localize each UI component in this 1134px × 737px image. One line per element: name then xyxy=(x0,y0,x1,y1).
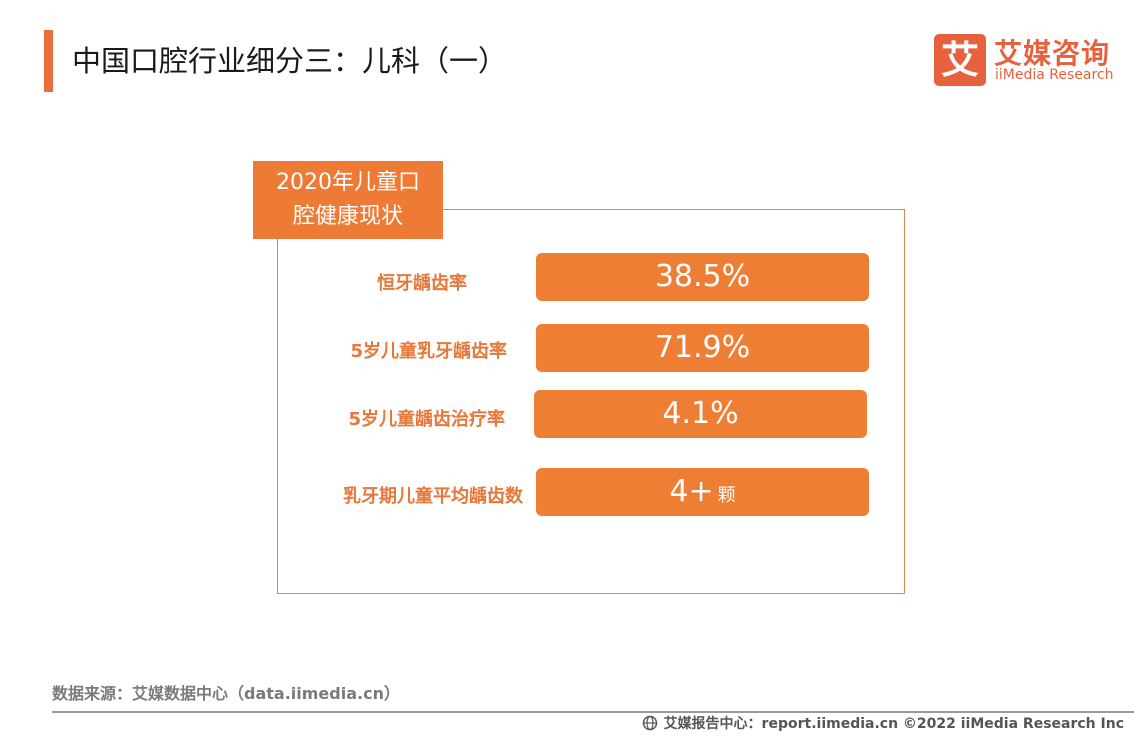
row-label-primary-caries: 5岁儿童乳牙龋齿率 xyxy=(350,341,507,362)
panel-title-line1: 2020年儿童口 xyxy=(276,170,420,195)
logo-name-en: iiMedia Research xyxy=(995,67,1114,83)
title-accent-bar xyxy=(44,30,53,92)
row-value-text: 4+ xyxy=(669,474,714,509)
footer-divider xyxy=(52,711,1134,713)
row-label-permanent-caries: 恒牙龋齿率 xyxy=(377,273,467,294)
row-value-text: 4.1% xyxy=(662,396,739,431)
row-value-treatment-rate: 4.1% xyxy=(534,390,867,438)
footer-text: 艾媒报告中心：report.iimedia.cn ©2022 iiMedia R… xyxy=(663,716,1124,732)
row-value-text: 71.9% xyxy=(654,330,751,365)
brand-logo: 艾 艾媒咨询 iiMedia Research xyxy=(934,34,1114,86)
row-value-avg-caries: 4+ 颗 xyxy=(536,468,869,516)
row-label-treatment-rate: 5岁儿童龋齿治疗率 xyxy=(348,409,505,430)
row-label-avg-caries: 乳牙期儿童平均龋齿数 xyxy=(343,486,523,507)
panel-title-line2: 腔健康现状 xyxy=(292,204,403,229)
footer: 艾媒报告中心：report.iimedia.cn ©2022 iiMedia R… xyxy=(642,713,1124,733)
data-source: 数据来源：艾媒数据中心（data.iimedia.cn） xyxy=(52,684,400,703)
logo-mark-icon: 艾 xyxy=(934,34,986,86)
page-title: 中国口腔行业细分三：儿科（一） xyxy=(72,44,508,78)
row-value-primary-caries: 71.9% xyxy=(536,324,869,372)
globe-icon xyxy=(642,715,657,731)
logo-name-cn: 艾媒咨询 xyxy=(994,37,1111,70)
row-value-text: 38.5% xyxy=(654,259,751,294)
row-value-permanent-caries: 38.5% xyxy=(536,253,869,301)
panel-title: 2020年儿童口 腔健康现状 xyxy=(253,161,443,239)
panel-frame xyxy=(277,209,905,594)
row-value-unit: 颗 xyxy=(717,485,736,506)
